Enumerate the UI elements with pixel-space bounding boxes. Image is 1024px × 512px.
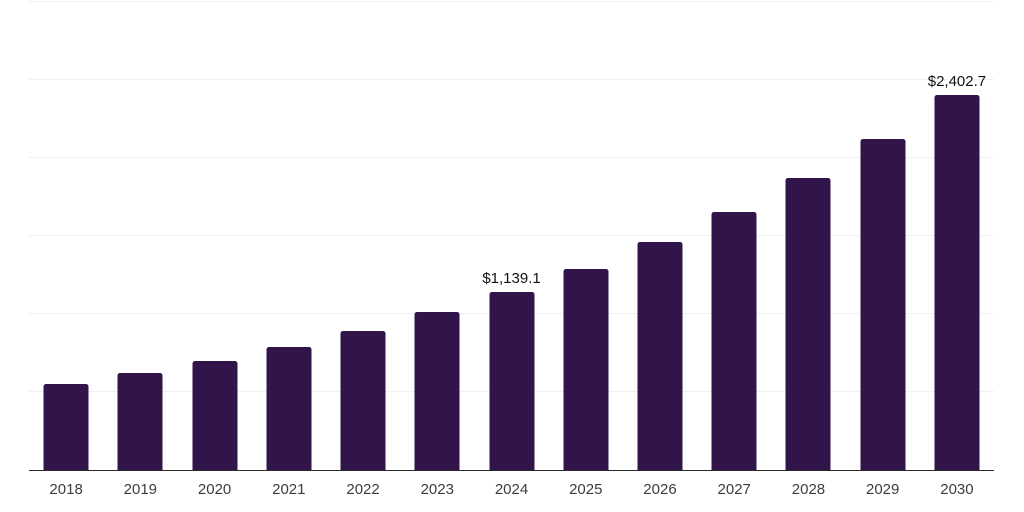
x-tick-2024: 2024 <box>494 481 529 498</box>
bar-value-label-2030: $2,402.7 <box>927 72 987 90</box>
bar-2021 <box>266 346 312 470</box>
gridline-2000 <box>29 157 994 159</box>
bar-2019 <box>117 373 163 470</box>
x-tick-2028: 2028 <box>791 481 826 498</box>
bar-slot-2020 <box>177 2 251 470</box>
x-tick-2023: 2023 <box>420 481 454 498</box>
gridline-2500 <box>29 79 994 80</box>
bar-2018 <box>43 384 89 470</box>
bar-2023 <box>414 312 460 470</box>
bar-slot-2024: $1,139.1 <box>474 2 548 470</box>
x-axis: 2018 2019 2020 2021 2022 2023 2024 2025 2026 2027… <box>29 481 994 498</box>
bar-slot-2022 <box>326 2 400 470</box>
gridline-1500 <box>29 235 994 236</box>
x-tick-2021: 2021 <box>272 481 306 498</box>
bar-slot-2028 <box>771 2 845 470</box>
bar-2028 <box>785 177 831 470</box>
x-tick-2025: 2025 <box>569 481 603 498</box>
bar-2027 <box>711 211 757 470</box>
x-tick-2027: 2027 <box>717 481 751 498</box>
bars: $1,139.1 $2,402.7 <box>29 2 994 470</box>
x-tick-2026: 2026 <box>643 481 677 498</box>
bar-2029 <box>860 139 906 470</box>
bar-2026 <box>637 242 683 470</box>
bar-slot-2027 <box>697 2 771 470</box>
gridline-3000 <box>29 1 994 2</box>
bar-slot-2019 <box>103 2 177 470</box>
bar-2024 <box>489 292 535 470</box>
bar-value-label-2024: $1,139.1 <box>482 269 541 287</box>
x-tick-2029: 2029 <box>866 481 900 498</box>
bar-2025 <box>563 268 609 470</box>
x-tick-2020: 2020 <box>197 481 232 498</box>
bar-2022 <box>340 331 386 470</box>
bar-2020 <box>192 360 238 470</box>
bar-slot-2026 <box>623 2 697 470</box>
bar-slot-2018 <box>29 2 103 470</box>
x-tick-2022: 2022 <box>346 481 380 498</box>
bar-slot-2023 <box>400 2 474 470</box>
bar-slot-2025 <box>549 2 623 470</box>
bar-slot-2021 <box>252 2 326 470</box>
x-tick-2030: 2030 <box>940 481 974 498</box>
bar-slot-2029 <box>846 2 920 470</box>
x-tick-2018: 2018 <box>49 481 83 498</box>
plot-area: $1,139.1 $2,402.7 <box>29 1 994 471</box>
bar-2030 <box>934 95 980 470</box>
bar-slot-2030: $2,402.7 <box>920 2 994 470</box>
x-tick-2019: 2019 <box>123 481 158 498</box>
